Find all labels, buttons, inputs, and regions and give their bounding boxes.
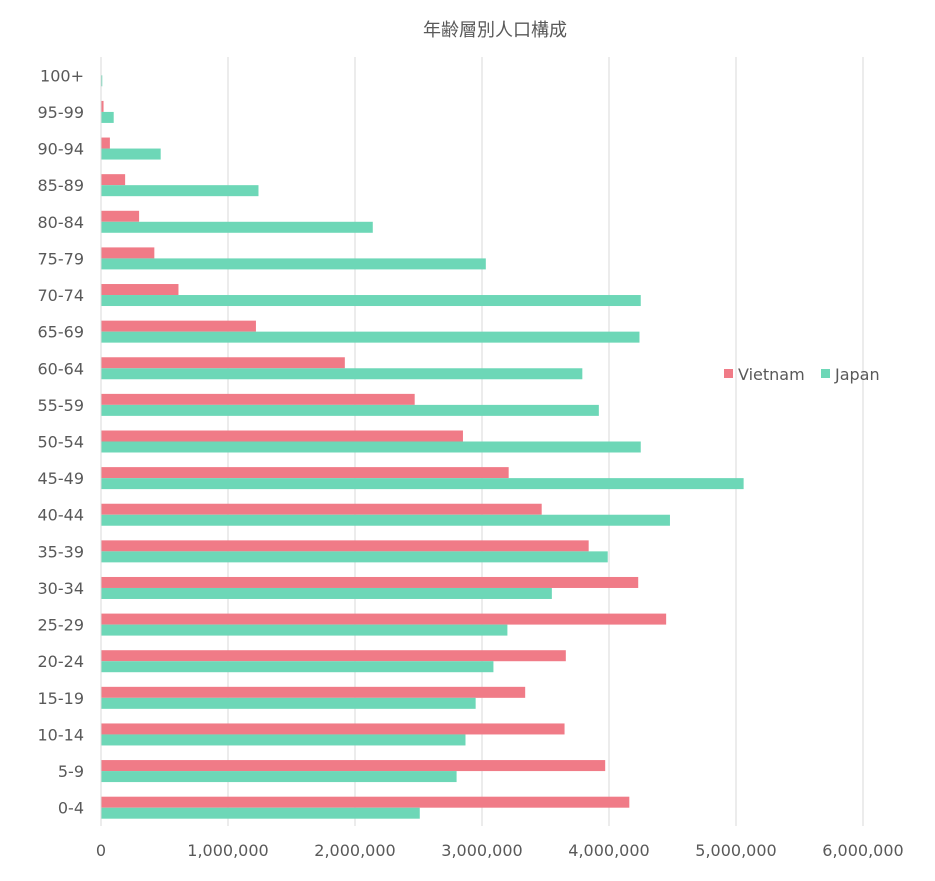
bar-japan-60-64 xyxy=(101,368,583,380)
y-tick-label: 20-24 xyxy=(38,652,85,671)
bar-vietnam-95-99 xyxy=(101,100,104,112)
bar-japan-80-84 xyxy=(101,221,373,233)
bar-vietnam-70-74 xyxy=(101,284,179,296)
bar-japan-75-79 xyxy=(101,258,486,270)
bar-japan-70-74 xyxy=(101,295,641,307)
legend-label-japan: Japan xyxy=(834,365,880,384)
x-tick-label: 0 xyxy=(96,841,106,860)
y-tick-label: 95-99 xyxy=(38,103,85,122)
bar-japan-100+ xyxy=(101,75,103,87)
y-tick-label: 65-69 xyxy=(38,323,85,342)
bar-vietnam-10-14 xyxy=(101,723,565,735)
bars xyxy=(101,75,744,819)
x-tick-label: 3,000,000 xyxy=(441,841,522,860)
y-tick-label: 75-79 xyxy=(38,249,85,268)
x-axis: 0 1,000,000 2,000,000 3,000,000 4,000,000 5,0… xyxy=(96,841,904,860)
y-tick-label: 25-29 xyxy=(38,616,85,635)
bar-japan-65-69 xyxy=(101,331,640,343)
bar-vietnam-60-64 xyxy=(101,357,345,369)
y-tick-label: 85-89 xyxy=(38,176,85,195)
bar-vietnam-55-59 xyxy=(101,393,415,405)
bar-japan-35-39 xyxy=(101,551,608,563)
x-tick-label: 4,000,000 xyxy=(568,841,649,860)
bar-japan-25-29 xyxy=(101,624,508,636)
bar-japan-85-89 xyxy=(101,185,259,197)
y-tick-label: 0-4 xyxy=(58,799,84,818)
bar-japan-90-94 xyxy=(101,148,161,160)
bar-vietnam-45-49 xyxy=(101,467,509,479)
y-tick-label: 40-44 xyxy=(38,506,85,525)
legend-swatch-vietnam xyxy=(724,369,733,378)
x-tick-label: 6,000,000 xyxy=(822,841,903,860)
bar-vietnam-65-69 xyxy=(101,320,256,332)
bar-vietnam-15-19 xyxy=(101,686,526,698)
y-tick-label: 70-74 xyxy=(38,286,85,305)
bar-vietnam-40-44 xyxy=(101,503,542,515)
bar-japan-45-49 xyxy=(101,478,744,490)
bar-japan-50-54 xyxy=(101,441,641,453)
bar-vietnam-85-89 xyxy=(101,174,126,186)
y-tick-label: 5-9 xyxy=(58,762,84,781)
bar-vietnam-20-24 xyxy=(101,650,566,662)
bar-vietnam-0-4 xyxy=(101,796,630,808)
y-tick-label: 50-54 xyxy=(38,433,85,452)
y-tick-label: 100+ xyxy=(40,66,84,85)
bar-vietnam-25-29 xyxy=(101,613,667,625)
y-tick-label: 10-14 xyxy=(38,725,85,744)
x-tick-label: 2,000,000 xyxy=(314,841,395,860)
bar-vietnam-50-54 xyxy=(101,430,463,442)
bar-japan-40-44 xyxy=(101,514,670,526)
bar-japan-55-59 xyxy=(101,404,599,416)
bar-vietnam-90-94 xyxy=(101,137,110,149)
y-tick-label: 55-59 xyxy=(38,396,85,415)
x-tick-label: 5,000,000 xyxy=(695,841,776,860)
bar-japan-10-14 xyxy=(101,734,466,746)
y-tick-label: 60-64 xyxy=(38,359,85,378)
bar-japan-5-9 xyxy=(101,771,457,783)
bar-vietnam-80-84 xyxy=(101,210,140,222)
y-tick-label: 30-34 xyxy=(38,579,85,598)
y-tick-label: 15-19 xyxy=(38,689,85,708)
bar-vietnam-30-34 xyxy=(101,576,639,588)
bar-vietnam-35-39 xyxy=(101,540,589,552)
x-tick-label: 1,000,000 xyxy=(187,841,268,860)
bar-japan-30-34 xyxy=(101,587,552,599)
legend-swatch-japan xyxy=(821,369,830,378)
bar-vietnam-5-9 xyxy=(101,760,606,772)
bar-japan-20-24 xyxy=(101,661,494,673)
y-tick-label: 80-84 xyxy=(38,213,85,232)
bar-vietnam-75-79 xyxy=(101,247,155,259)
bar-japan-0-4 xyxy=(101,807,420,819)
legend: Vietnam Japan xyxy=(724,365,880,384)
bar-japan-95-99 xyxy=(101,111,114,123)
y-tick-label: 45-49 xyxy=(38,469,85,488)
y-tick-label: 90-94 xyxy=(38,140,85,159)
y-axis: 0-4 5-9 10-14 15-19 20-24 25-29 30-34 35-39 40-4… xyxy=(38,57,102,826)
y-tick-label: 35-39 xyxy=(38,542,85,561)
bar-japan-15-19 xyxy=(101,697,476,709)
chart-title: 年齢層別人口構成 xyxy=(423,20,567,41)
legend-label-vietnam: Vietnam xyxy=(738,365,805,384)
